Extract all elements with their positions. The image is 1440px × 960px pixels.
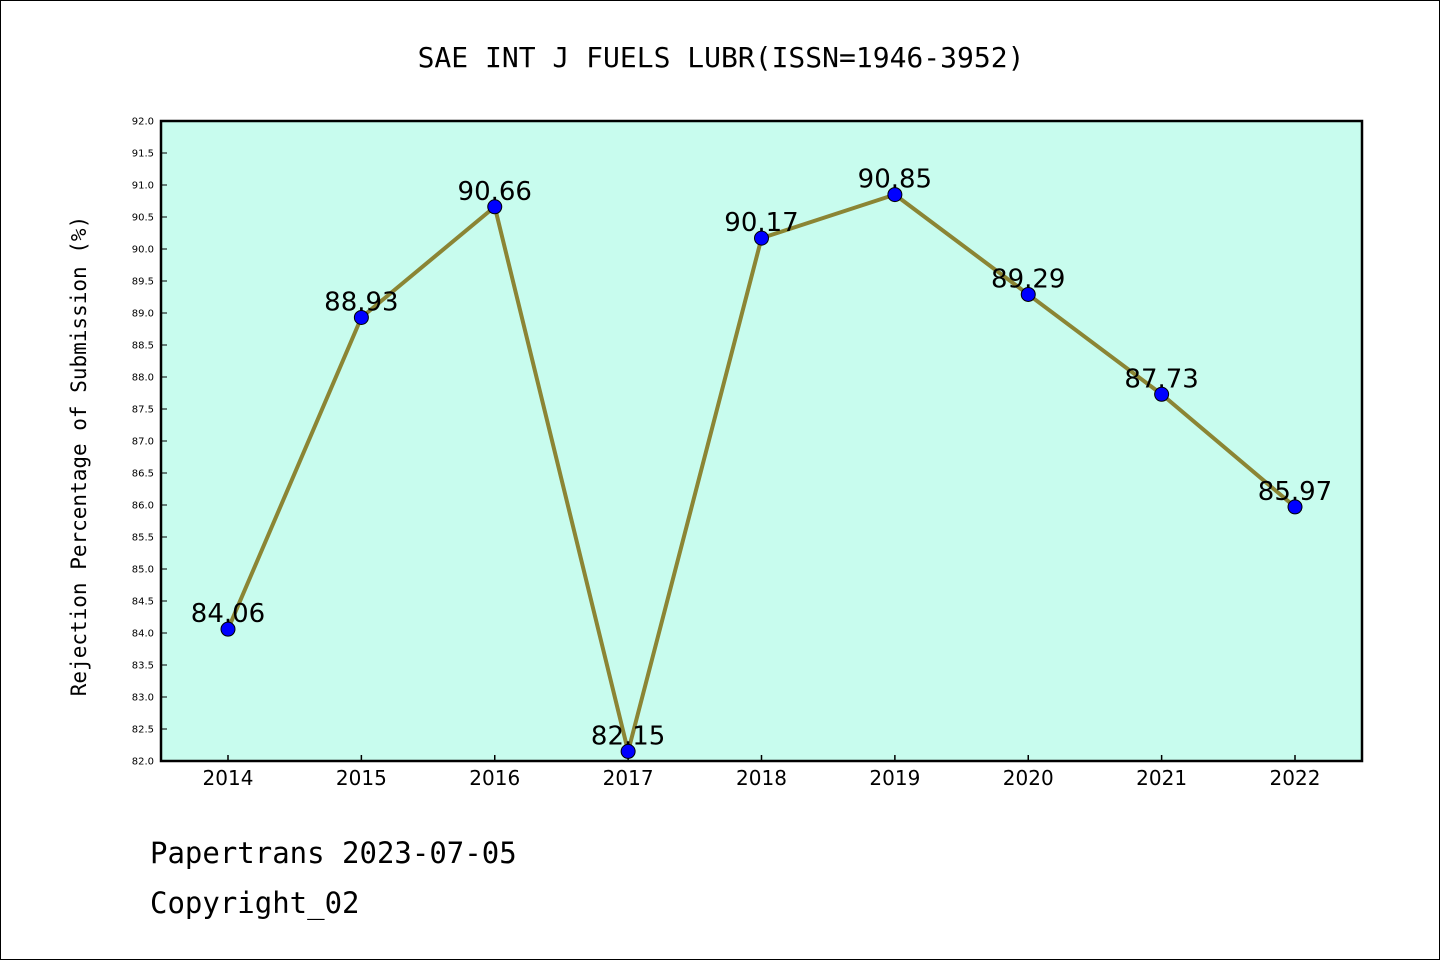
footer-copyright-text: Copyright_02 [150, 886, 360, 920]
data-point-marker [353, 309, 369, 325]
y-tick-label: 88.0 [132, 373, 154, 384]
y-tick-label: 86.0 [132, 501, 154, 512]
y-tick-label: 83.0 [132, 693, 154, 704]
y-tick-label: 91.0 [132, 181, 154, 192]
x-tick-label: 2016 [469, 766, 520, 790]
y-axis-ticks: 82.0 82.5 83.0 83.5 84.0 84.5 85.0 85.5 86.0 86.5… [132, 117, 167, 768]
data-label: 84.06 [191, 599, 265, 629]
x-axis-ticks: 2014 2015 2016 2017 2018 2019 2020 2021 2022 [203, 755, 1321, 790]
data-label: 88.93 [324, 287, 398, 317]
data-point-marker [487, 199, 503, 215]
y-tick-label: 85.5 [132, 533, 154, 544]
data-point-marker [1287, 499, 1303, 515]
data-label: 82.15 [591, 721, 665, 751]
x-tick-label: 2015 [336, 766, 387, 790]
x-tick-label: 2017 [603, 766, 654, 790]
x-tick-label: 2022 [1270, 766, 1321, 790]
footer-date-text: Papertrans 2023-07-05 [150, 836, 517, 870]
data-point-marker [754, 230, 769, 246]
y-tick-label: 82.5 [132, 725, 154, 736]
y-tick-label: 85.0 [132, 565, 154, 576]
data-point-marker [887, 187, 903, 203]
y-axis-label: Rejection Percentage of Submission (%) [67, 216, 91, 696]
data-point-marker [220, 621, 236, 637]
y-tick-label: 88.5 [132, 341, 154, 352]
data-point-marker [1020, 286, 1036, 302]
x-tick-label: 2021 [1136, 766, 1187, 790]
y-tick-label: 87.5 [132, 405, 154, 416]
data-label: 90.85 [858, 165, 932, 195]
y-tick-label: 84.5 [132, 597, 154, 608]
data-point-marker [1154, 386, 1170, 402]
y-tick-label: 89.0 [132, 309, 154, 320]
plot-area [159, 119, 1364, 763]
data-label: 85.97 [1258, 477, 1332, 507]
x-tick-label: 2019 [869, 766, 920, 790]
y-tick-label: 89.5 [132, 277, 154, 288]
data-label: 90.17 [724, 208, 798, 238]
data-markers [220, 187, 1303, 759]
y-tick-label: 91.5 [132, 149, 154, 160]
data-label: 87.73 [1124, 364, 1198, 394]
data-labels: 84.06 88.93 90.66 82.15 90.17 90.85 89.29 87.73… [191, 165, 1332, 752]
data-label: 90.66 [458, 177, 532, 207]
y-tick-label: 86.5 [132, 469, 154, 480]
y-tick-label: 83.5 [132, 661, 154, 672]
y-tick-label: 84.0 [132, 629, 154, 640]
y-tick-label: 90.0 [132, 245, 154, 256]
y-tick-label: 82.0 [132, 757, 154, 768]
x-tick-label: 2020 [1003, 766, 1054, 790]
y-tick-label: 92.0 [132, 117, 154, 128]
data-label: 89.29 [991, 264, 1065, 294]
x-tick-label: 2018 [736, 766, 787, 790]
data-point-marker [620, 743, 636, 759]
y-tick-label: 90.5 [132, 213, 154, 224]
chart-title: SAE INT J FUELS LUBR(ISSN=1946-3952) [418, 41, 1025, 74]
x-tick-label: 2014 [203, 766, 254, 790]
y-tick-label: 87.0 [132, 437, 154, 448]
